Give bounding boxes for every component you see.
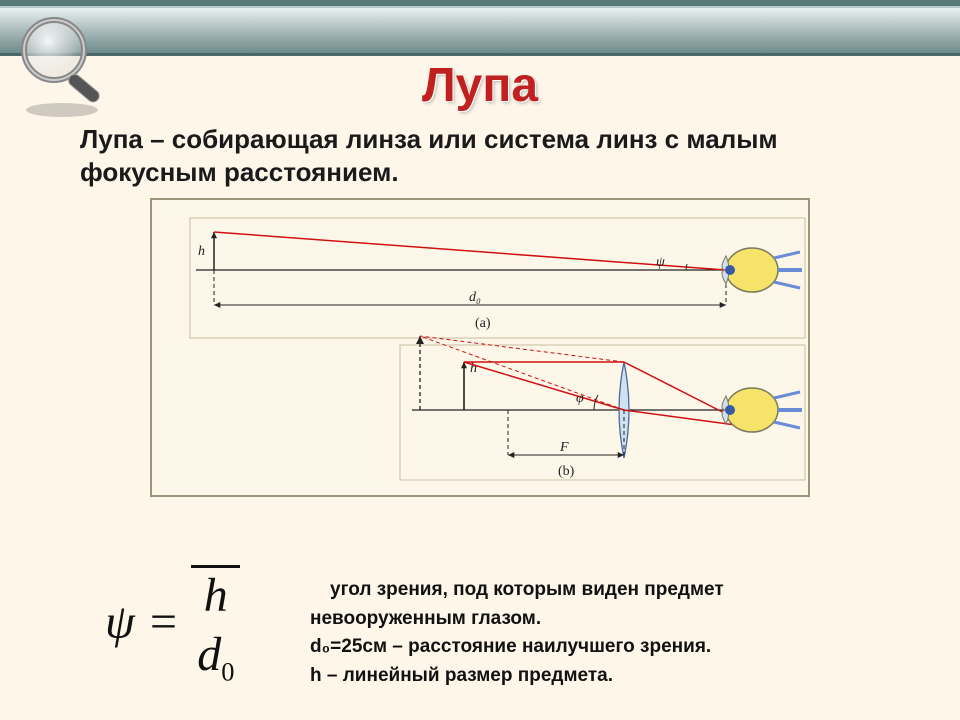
legend-angle-1: угол зрения, под которым виден предмет <box>310 576 724 605</box>
angle-formula: ψ = hd0 <box>105 565 240 688</box>
svg-text:(b): (b) <box>558 464 575 479</box>
optics-diagram: h ψ d₀ (a) h φ F (b) <box>150 198 810 497</box>
legend-d0: d₀=25см – расстояние наилучшего зрения. <box>310 633 724 662</box>
svg-text:F: F <box>559 440 569 455</box>
svg-text:h: h <box>470 361 477 376</box>
svg-text:d₀: d₀ <box>469 290 481 305</box>
header-bar <box>0 8 960 56</box>
psi-symbol: ψ <box>105 596 135 649</box>
legend-h: h – линейный размер предмета. <box>310 662 724 691</box>
definition-text: Лупа – собирающая линза или система линз… <box>80 123 900 188</box>
svg-text:h: h <box>198 244 205 259</box>
magnifier-icon <box>14 10 114 125</box>
svg-text:φ: φ <box>576 391 584 406</box>
svg-text:(a): (a) <box>475 316 491 331</box>
legend-angle-2: невооруженным глазом. <box>310 605 724 634</box>
svg-text:ψ: ψ <box>656 255 665 270</box>
legend-block: угол зрения, под которым виден предмет н… <box>310 576 724 690</box>
page-title: Лупа <box>0 58 960 113</box>
